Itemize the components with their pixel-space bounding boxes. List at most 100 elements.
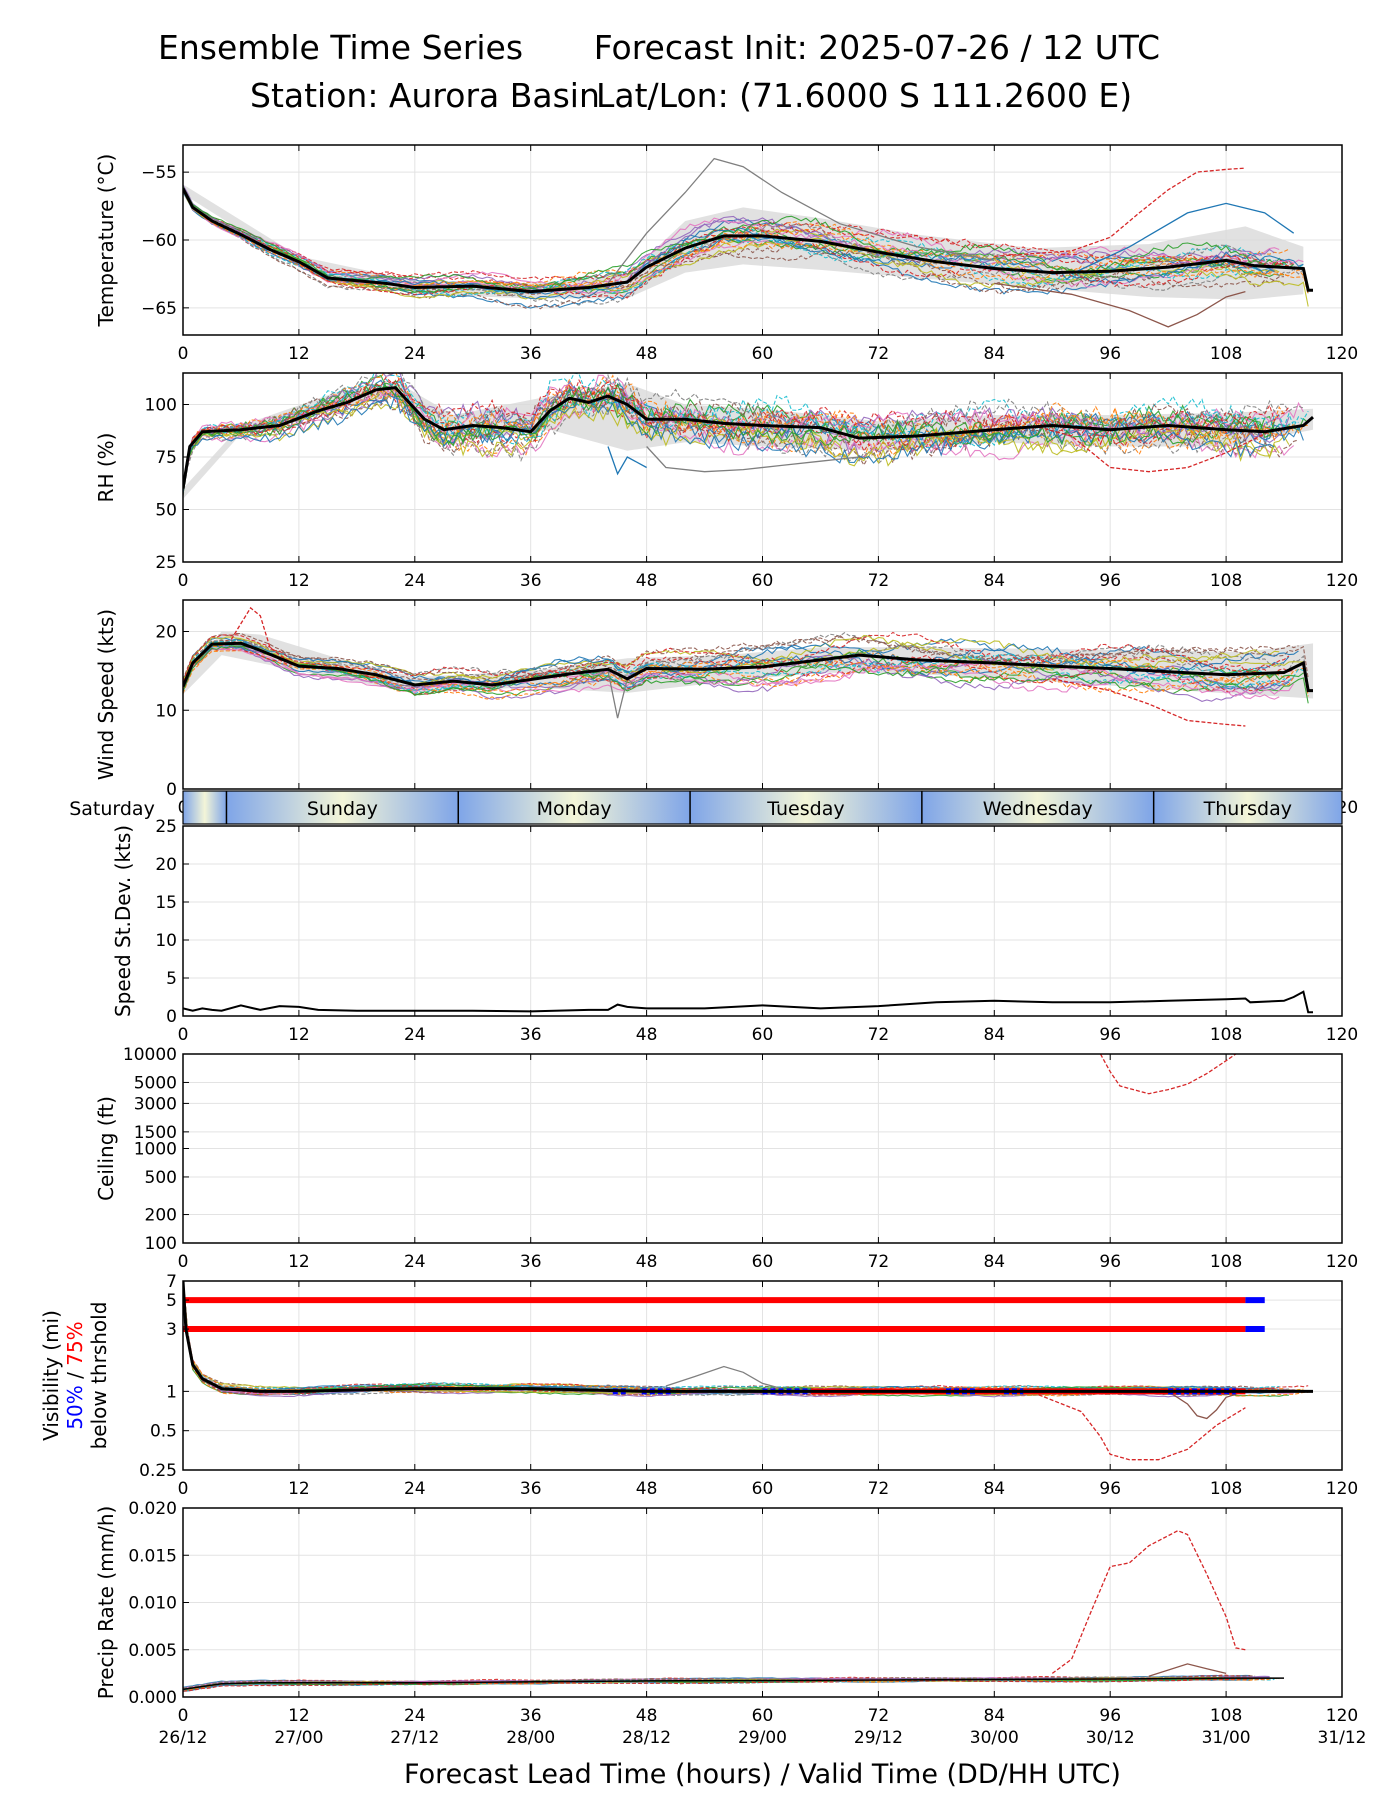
y-tick-label: 1 — [166, 1382, 177, 1402]
y-axis-label: Ceiling (ft) — [94, 1096, 118, 1201]
y-tick-label: 0.010 — [128, 1594, 177, 1614]
ensemble-member-line — [183, 1281, 1280, 1393]
valid-time-label: 31/12 — [1318, 1728, 1367, 1748]
valid-time-label: 28/12 — [622, 1728, 671, 1748]
ensemble-member-line — [183, 190, 1289, 299]
ensemble-member-line — [183, 634, 1309, 685]
label-50-percent: 50% — [63, 1385, 87, 1429]
x-tick-label: 36 — [520, 1479, 542, 1499]
x-tick-label: 0 — [178, 571, 189, 591]
y-tick-label: −60 — [141, 231, 177, 251]
day-band: Saturday Sunday Monday Tuesday Wednesday Thur… — [69, 790, 1343, 825]
x-tick-label: 24 — [404, 1706, 426, 1726]
ensemble-member-line — [1071, 202, 1295, 275]
x-tick-label: 12 — [288, 1025, 310, 1045]
x-tick-label: 12 — [288, 1252, 310, 1272]
ensemble-member-line — [183, 186, 1294, 292]
x-tick-label: 96 — [1099, 571, 1121, 591]
x-tick-label: 48 — [636, 1706, 658, 1726]
x-tick-label: 12 — [288, 1706, 310, 1726]
x-tick-label: 0 — [178, 1706, 189, 1726]
ensemble-member-line — [230, 606, 300, 668]
y-tick-label: 1500 — [134, 1123, 177, 1143]
ensemble-mean-line — [183, 386, 1314, 489]
ensemble-member-line — [183, 376, 1290, 486]
ensemble-member-line — [183, 1281, 1299, 1394]
ensemble-member-line — [183, 1281, 1309, 1393]
day-band-frame — [182, 790, 1343, 825]
ensemble-member-line — [183, 385, 1280, 490]
plot-area — [183, 373, 1314, 499]
x-tick-label: 120 — [1326, 571, 1358, 591]
valid-time-label: 27/12 — [390, 1728, 439, 1748]
x-tick-label: 120 — [1326, 1252, 1358, 1272]
x-tick-label: 60 — [752, 1252, 774, 1272]
spread-band — [183, 381, 1314, 499]
grid — [182, 1053, 1343, 1244]
plot-area — [183, 990, 1313, 1014]
ensemble-member-line — [183, 643, 1295, 693]
x-tick-label: 84 — [983, 344, 1005, 364]
stdev-line — [183, 990, 1313, 1014]
valid-time-label: 29/12 — [854, 1728, 903, 1748]
x-tick-label: 108 — [1210, 1479, 1242, 1499]
y-tick-label: 10000 — [123, 1045, 177, 1065]
ensemble-member-line — [665, 1365, 782, 1390]
x-tick-label: 72 — [868, 571, 890, 591]
valid-time-labels: 26/12 27/00 27/12 28/00 28/12 29/00 29/12 30/00… — [159, 1728, 1367, 1748]
plot-area — [183, 1281, 1313, 1461]
x-tick-label: 120 — [1326, 344, 1358, 364]
ensemble-member-line — [183, 643, 1275, 695]
valid-time-label: 29/00 — [738, 1728, 787, 1748]
x-tick-label: 120 — [1326, 1025, 1358, 1045]
x-tick-label: 24 — [404, 1479, 426, 1499]
x-tick-label: 60 — [752, 571, 774, 591]
y-tick-label: 0.25 — [139, 1461, 177, 1481]
visibility-ylabel-sub: below thrshold — [87, 1302, 111, 1450]
ensemble-member-line — [183, 1677, 1265, 1692]
ensemble-member-line — [183, 391, 1275, 495]
x-tick-label: 96 — [1099, 1025, 1121, 1045]
panel-6: 0.25 0.5 1 3 57 0 12 24 36 48 60 72 84 96 108 120 Visibi… — [39, 1272, 1358, 1499]
panel-1: −65 −60 −55 0 12 24 36 48 60 72 84 96 108 120 Temperat… — [94, 144, 1358, 364]
y-tick-label: 200 — [145, 1206, 177, 1226]
ensemble-mean-line — [183, 641, 1313, 693]
panel-4: 0 5 10 15 20 25 0 12 24 36 48 60 72 84 96 108 120 Speed S… — [111, 817, 1358, 1045]
ensemble-member-line — [994, 282, 1246, 328]
y-tick-label: 10 — [155, 701, 177, 721]
x-tick-label: 108 — [1210, 1706, 1242, 1726]
x-tick-label: 0 — [178, 344, 189, 364]
x-tick-label: 48 — [636, 571, 658, 591]
x-tick-label: 36 — [520, 1025, 542, 1045]
y-tick-label: 25 — [155, 553, 177, 573]
y-tick-label: 100 — [145, 1234, 177, 1254]
day-label: Saturday — [69, 798, 155, 820]
panel-2: 25 50 75 100 0 12 24 36 48 60 72 84 96 108 120 RH (%) — [94, 372, 1358, 591]
x-tick-label: 84 — [983, 1479, 1005, 1499]
x-tick-label: 12 — [288, 1479, 310, 1499]
x-tick-label: 72 — [868, 1479, 890, 1499]
valid-time-label: 30/12 — [1086, 1728, 1135, 1748]
panel-7: 0.000 0.005 0.010 0.015 0.020 0 12 24 36 48 60 72 84… — [94, 1499, 1358, 1726]
x-tick-label: 96 — [1099, 1479, 1121, 1499]
x-tick-label: 12 — [288, 571, 310, 591]
ensemble-member-line — [1099, 1054, 1237, 1095]
y-tick-label: −55 — [141, 163, 177, 183]
y-tick-label: 15 — [155, 893, 177, 913]
ensemble-member-line — [183, 188, 1309, 306]
ensemble-member-line — [994, 167, 1246, 257]
ensemble-member-line — [183, 1281, 1280, 1392]
x-tick-label: 24 — [404, 571, 426, 591]
ensemble-member-line — [183, 642, 1299, 687]
x-tick-label: 108 — [1210, 344, 1242, 364]
ensemble-member-line — [183, 373, 1309, 484]
x-tick-label: 108 — [1210, 1252, 1242, 1272]
y-tick-label: 5000 — [134, 1073, 177, 1093]
visibility-ylabel-threshold: 50% / 75% — [63, 1321, 87, 1429]
x-tick-label: 60 — [752, 344, 774, 364]
y-tick-label: 0 — [166, 780, 177, 800]
x-tick-label: 0 — [178, 1479, 189, 1499]
ensemble-member-line — [183, 373, 1304, 489]
x-tick-label: 24 — [404, 1025, 426, 1045]
